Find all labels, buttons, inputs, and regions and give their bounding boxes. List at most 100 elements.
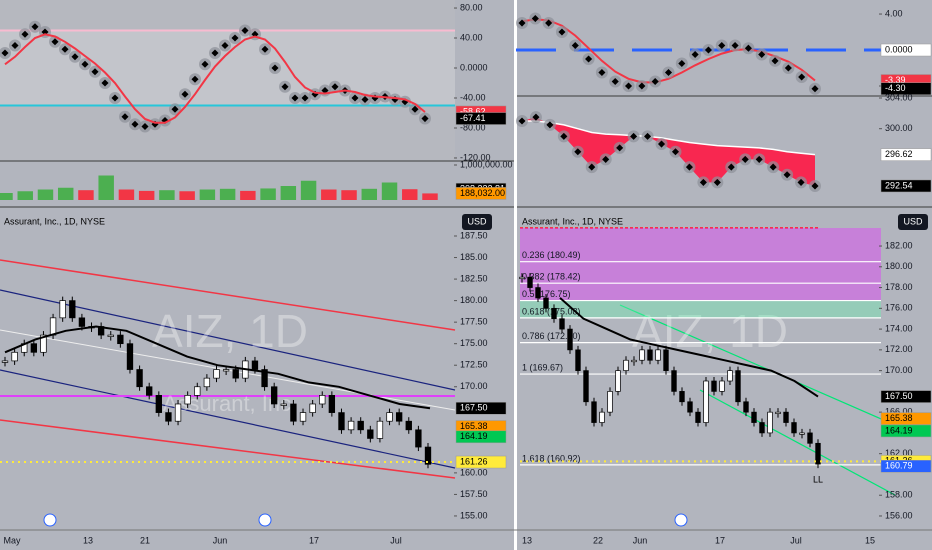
volume-bar [37,189,54,200]
candle [174,403,182,422]
volume-bar [78,190,94,200]
dot [411,105,419,113]
dot [261,45,269,53]
dot [771,57,779,65]
dot [699,178,707,186]
signal-line [4,33,426,124]
candle [567,328,573,351]
dot [685,163,693,171]
dot [718,41,726,50]
candle [671,370,677,392]
y-tick-label: 166.00 [885,407,913,417]
candle [751,411,757,423]
dot [351,94,359,102]
dot [91,68,99,76]
candle [146,386,153,396]
dot [651,77,659,86]
x-tick-label: 17 [715,535,725,545]
candle [703,380,709,423]
dot [101,79,109,87]
y-tick-label: 177.50 [460,317,488,327]
price-tag-label: 296.62 [885,149,913,159]
fib-label: 0.618 (175.08) [522,306,581,316]
candle [767,411,773,434]
price-tag [880,390,932,403]
currency-badge[interactable] [898,214,928,230]
y-tick-label: -40.00 [460,92,486,102]
volume-bar [240,190,256,200]
dot [602,155,610,163]
y-tick-label: 174.00 [885,323,913,333]
candle [679,391,685,403]
price-tag [880,148,932,161]
price-tag-label: 165.38 [460,421,488,431]
x-tick-label: 17 [309,535,319,545]
candle [117,334,124,345]
y-tick-label: 187.50 [460,230,488,240]
dot [531,14,539,23]
dot [611,77,619,86]
dot [741,155,749,163]
symbol-title: Assurant, Inc., 1D, NYSE [522,216,623,226]
candle [376,420,384,439]
candle [165,412,172,422]
dot [231,34,239,42]
fib-zone [520,228,881,301]
candle [519,276,525,280]
dot [731,41,739,50]
dot [598,68,606,77]
candle [78,317,86,327]
dot [704,46,712,54]
volume-bar [118,189,135,200]
y-tick-label: 162.00 [885,448,913,458]
channel-line [619,304,896,426]
dot [644,132,652,140]
candle [126,343,134,370]
candle [599,411,605,423]
candle [40,334,47,353]
price-tag [880,43,932,57]
y-tick-label: 160.00 [460,467,488,477]
dot [281,83,289,91]
candle [136,369,143,388]
dividend-icon[interactable] [258,513,272,527]
candle [743,401,749,413]
dot [811,85,819,93]
candle [69,300,76,319]
candle [415,429,422,448]
candle [30,343,38,353]
dot [331,83,339,91]
dot [755,155,763,163]
dot [744,44,752,52]
y-tick-label: 178.00 [885,282,913,292]
dot [588,163,596,171]
candle [405,420,412,431]
channel-line [0,259,456,331]
candle [328,395,336,413]
candle [543,297,549,309]
candle [222,369,230,372]
price-tag [455,112,507,125]
currency-badge[interactable] [462,214,492,230]
watermark: AIZ, 1D [152,305,308,357]
deviation-area [522,117,815,186]
fib-label: 0.382 (178.42) [522,272,581,282]
dot [638,82,646,90]
dividend-icon[interactable] [674,513,688,527]
dot [518,19,526,27]
earnings-icon[interactable] [43,513,57,527]
candle [395,412,403,422]
x-tick-label: Jul [390,535,402,545]
currency[interactable]: USD [903,216,923,226]
price-tag-label: 165.38 [885,413,913,423]
volume-bar [199,189,216,200]
currency[interactable]: USD [467,216,487,226]
price-tag [880,459,932,473]
x-tick-label: 13 [522,535,532,545]
dot [241,26,249,35]
dot [291,94,299,102]
dot [181,90,189,98]
candle [687,401,693,413]
channel-line [0,289,456,391]
